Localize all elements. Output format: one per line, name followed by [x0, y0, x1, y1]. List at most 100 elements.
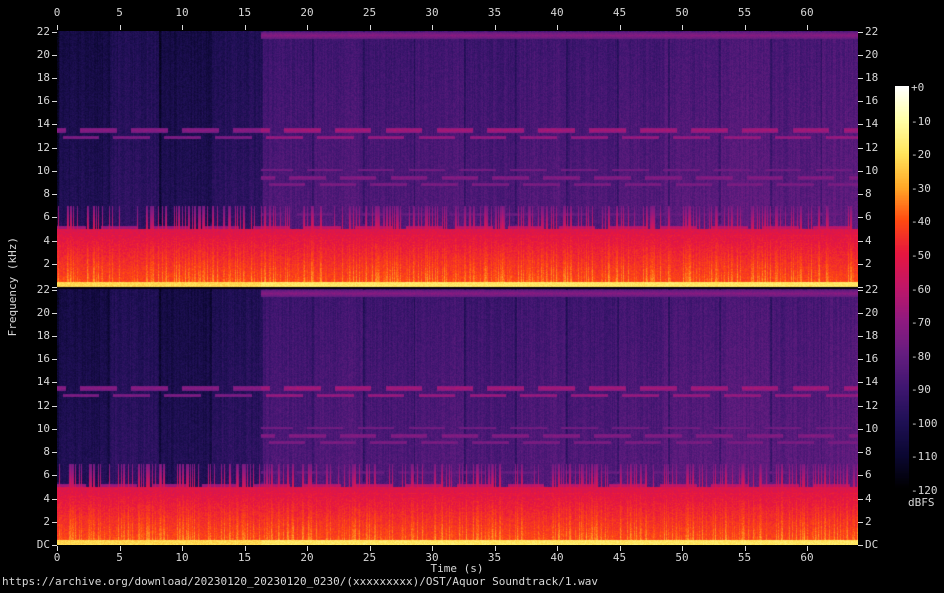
freq-tick-label: 8	[865, 187, 872, 200]
freq-tick	[858, 406, 863, 407]
freq-tick-label: 14	[36, 117, 50, 130]
colorbar-tick-label: -100	[911, 416, 938, 430]
freq-tick	[858, 475, 863, 476]
time-tick	[619, 546, 621, 551]
time-axis-title: Time (s)	[430, 562, 484, 575]
freq-tick	[52, 148, 57, 149]
freq-tick	[52, 124, 57, 125]
time-tick	[807, 25, 808, 30]
colorbar-tick-label: -40	[911, 215, 931, 229]
freq-tick-label: 18	[865, 329, 879, 342]
freq-tick	[858, 264, 863, 265]
time-tick-label: 10	[175, 6, 189, 19]
freq-tick	[858, 382, 863, 383]
time-tick	[557, 546, 558, 551]
colorbar-tick-label: -80	[911, 349, 931, 363]
colorbar-tick-label: -60	[911, 282, 931, 296]
freq-tick	[52, 429, 57, 430]
freq-tick-label: 18	[36, 329, 50, 342]
freq-tick-label: 12	[865, 399, 879, 412]
time-tick	[57, 25, 58, 30]
freq-tick-label: 16	[865, 94, 879, 107]
freq-tick-label: 10	[36, 164, 50, 177]
spectrogram-canvas	[57, 31, 858, 545]
freq-tick	[52, 522, 57, 523]
freq-tick	[52, 194, 57, 195]
time-tick-label: 5	[116, 551, 123, 564]
freq-tick-label: 20	[36, 48, 50, 61]
freq-tick-label: 22	[36, 283, 50, 296]
time-tick	[182, 25, 183, 30]
colorbar-tick-label: -10	[911, 114, 931, 128]
time-tick-label: 10	[175, 551, 189, 564]
time-tick-label: 40	[550, 551, 564, 564]
freq-tick-label: 10	[865, 164, 879, 177]
freq-tick-label: 12	[36, 141, 50, 154]
time-tick-label: 25	[362, 6, 377, 19]
freq-tick-label: 2	[43, 257, 50, 270]
freq-tick-label: 4	[43, 492, 50, 505]
time-tick-label: 15	[237, 6, 252, 19]
freq-tick-dc	[858, 545, 863, 546]
freq-tick-label: 14	[865, 375, 879, 388]
freq-tick-label: 4	[865, 234, 872, 247]
freq-tick	[52, 241, 57, 242]
freq-tick	[52, 406, 57, 407]
freq-tick-dc	[52, 287, 57, 288]
freq-tick	[52, 32, 57, 33]
freq-tick	[52, 499, 57, 500]
time-tick	[807, 546, 808, 551]
colorbar-tick-label: -20	[911, 148, 931, 162]
freq-tick	[52, 101, 57, 102]
time-tick-label: 35	[487, 6, 502, 19]
freq-tick	[858, 148, 863, 149]
time-tick-label: 20	[300, 551, 314, 564]
freq-tick-label: 14	[36, 375, 50, 388]
freq-dc-label: DC	[865, 538, 879, 551]
time-tick	[682, 25, 683, 30]
time-tick	[744, 25, 746, 30]
time-tick-label: 0	[53, 6, 61, 19]
freq-tick	[858, 55, 863, 56]
freq-tick-label: 20	[865, 306, 879, 319]
time-tick	[369, 546, 371, 551]
freq-tick	[52, 78, 57, 79]
freq-tick	[858, 336, 863, 337]
time-tick-label: 60	[800, 6, 814, 19]
time-tick-label: 25	[362, 551, 377, 564]
time-tick-label: 0	[53, 551, 61, 564]
freq-tick	[858, 101, 863, 102]
time-tick-label: 20	[300, 6, 314, 19]
freq-tick	[858, 194, 863, 195]
colorbar-tick-label: +0	[911, 81, 925, 94]
time-tick-label: 30	[425, 551, 439, 564]
freq-tick-label: 6	[865, 468, 872, 481]
freq-tick	[52, 336, 57, 337]
time-tick-label: 55	[737, 551, 752, 564]
freq-tick-label: 12	[865, 141, 879, 154]
time-tick	[244, 546, 246, 551]
time-tick	[682, 546, 683, 551]
freq-tick	[858, 78, 863, 79]
freq-tick-label: 6	[865, 210, 872, 223]
freq-tick-label: 4	[43, 234, 50, 247]
freq-tick-label: 16	[36, 94, 50, 107]
freq-tick	[858, 359, 863, 360]
freq-tick	[52, 55, 57, 56]
time-tick-label: 50	[675, 551, 689, 564]
freq-tick	[52, 452, 57, 453]
freq-dc-label: DC	[36, 538, 50, 551]
time-tick-label: 30	[425, 6, 439, 19]
time-tick-label: 15	[237, 551, 252, 564]
time-tick-label: 40	[550, 6, 564, 19]
freq-tick-label: 6	[43, 468, 50, 481]
freq-tick	[858, 452, 863, 453]
time-tick	[557, 25, 558, 30]
freq-tick-dc	[52, 545, 57, 546]
freq-tick-label: 16	[865, 352, 879, 365]
freq-tick	[52, 264, 57, 265]
time-tick-label: 50	[675, 6, 689, 19]
freq-tick	[52, 217, 57, 218]
time-tick	[744, 546, 746, 551]
